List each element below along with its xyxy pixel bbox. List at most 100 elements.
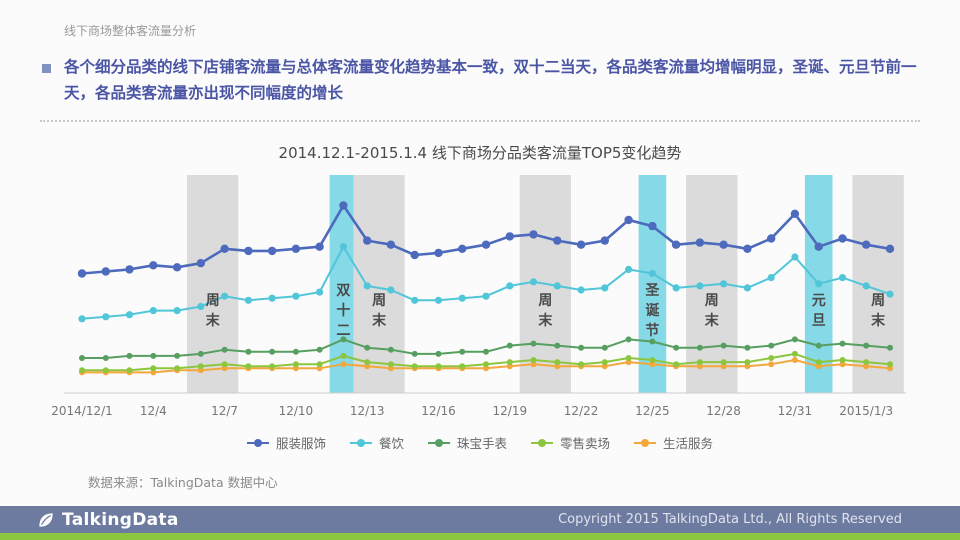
series-point xyxy=(673,361,680,368)
chart-series-3 xyxy=(79,351,893,374)
series-point xyxy=(292,365,299,372)
series-point xyxy=(506,363,513,370)
series-point xyxy=(601,359,608,366)
series-point xyxy=(673,344,680,351)
series-point xyxy=(720,342,727,349)
series-point xyxy=(411,296,419,305)
series-point xyxy=(625,355,632,362)
series-point xyxy=(530,340,537,347)
series-point xyxy=(221,361,228,368)
legend-marker xyxy=(531,438,553,447)
series-point xyxy=(386,240,396,250)
series-point xyxy=(839,340,846,347)
series-point xyxy=(316,346,323,353)
series-point xyxy=(363,282,371,290)
series-point xyxy=(744,359,751,366)
series-point xyxy=(863,363,870,370)
legend-marker-dot xyxy=(356,438,365,447)
series-point xyxy=(363,236,372,245)
series-point xyxy=(649,338,656,345)
leaf-icon xyxy=(39,512,53,527)
series-point xyxy=(815,342,822,349)
x-tick-label: 12/7 xyxy=(211,404,238,418)
series-point xyxy=(601,363,608,370)
series-point xyxy=(174,353,181,360)
series-point xyxy=(101,267,110,276)
series-point xyxy=(410,250,419,260)
series-point xyxy=(600,236,609,245)
series-point xyxy=(720,280,728,288)
series-point xyxy=(77,269,87,278)
x-tick-label: 12/19 xyxy=(493,404,528,418)
series-point xyxy=(506,359,513,366)
legend-marker-dot xyxy=(538,438,546,447)
band-label: 周末 xyxy=(372,293,387,329)
legend-marker xyxy=(427,438,450,447)
series-point xyxy=(292,361,299,368)
series-point xyxy=(648,270,657,278)
series-point xyxy=(245,348,252,355)
series-point xyxy=(506,282,514,290)
series-point xyxy=(102,367,109,374)
series-point xyxy=(696,359,703,366)
series-point xyxy=(269,363,276,370)
series-point xyxy=(174,365,181,372)
highlight-band xyxy=(353,175,405,394)
series-point xyxy=(578,361,585,368)
series-point xyxy=(481,240,491,250)
x-tick-label: 12/16 xyxy=(421,404,456,418)
series-point xyxy=(340,353,347,360)
legend-label: 生活服务 xyxy=(663,436,714,452)
page-header: 线下商场整体客流量分析 xyxy=(64,24,197,38)
series-point xyxy=(719,240,728,250)
series-point xyxy=(79,355,85,362)
chart-series-1 xyxy=(78,243,894,323)
footer-strip xyxy=(0,533,960,540)
series-point xyxy=(887,361,893,368)
series-point xyxy=(292,348,299,355)
series-point xyxy=(339,201,348,210)
band-label: 周末 xyxy=(538,293,553,329)
series-point xyxy=(340,361,347,368)
series-point xyxy=(744,363,751,370)
legend-marker xyxy=(634,438,657,447)
x-tick-label: 12/4 xyxy=(140,404,167,418)
series-point xyxy=(506,342,513,349)
series-point xyxy=(744,344,751,351)
series-point xyxy=(530,357,537,364)
legend-label: 零售卖场 xyxy=(560,436,611,452)
x-tick-label: 12/25 xyxy=(635,404,670,418)
legend-label: 服装服饰 xyxy=(275,436,326,452)
series-point xyxy=(197,363,204,370)
series-point xyxy=(554,342,561,349)
legend-marker-dot xyxy=(641,438,650,447)
series-point xyxy=(483,361,489,368)
legend-marker xyxy=(349,438,372,447)
series-point xyxy=(150,365,157,372)
series-point xyxy=(838,274,847,282)
series-point xyxy=(197,351,204,358)
series-point xyxy=(125,311,134,319)
series-point xyxy=(291,244,301,254)
series-point xyxy=(173,307,181,315)
series-point xyxy=(197,367,204,374)
x-tick-label: 12/13 xyxy=(350,404,385,418)
series-point xyxy=(125,265,134,274)
series-point xyxy=(244,296,252,305)
series-point xyxy=(197,303,205,311)
series-point xyxy=(150,369,157,376)
series-point xyxy=(815,363,822,370)
legend-marker-dot xyxy=(434,438,443,447)
series-point xyxy=(601,284,609,292)
legend-item: 零售卖场 xyxy=(531,433,610,452)
series-point xyxy=(387,346,394,353)
series-point xyxy=(649,357,656,364)
series-point xyxy=(790,209,800,219)
series-point xyxy=(79,367,85,374)
series-point xyxy=(78,315,86,323)
series-point xyxy=(315,242,324,252)
band-label: 周末 xyxy=(705,293,720,329)
series-point xyxy=(150,353,157,360)
series-point xyxy=(364,359,371,366)
series-point xyxy=(886,290,894,298)
